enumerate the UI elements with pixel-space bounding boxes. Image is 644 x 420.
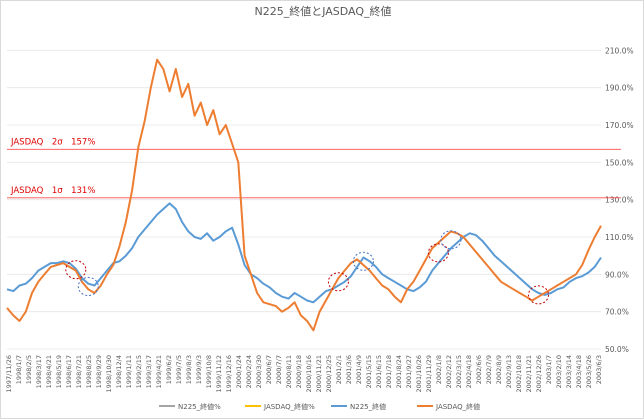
x-tick-label: 2003/5/26 — [585, 355, 593, 388]
x-tick-label: 1998/5/19 — [55, 355, 63, 388]
x-tick-label: 2002/10/18 — [515, 355, 523, 392]
x-tick-label: 2001/5/15 — [365, 355, 373, 388]
highlight-circle — [352, 251, 374, 271]
y-axis: 50.0% 70.0% 90.0% 110.0% 130.0% 150.0% 170.0% 1… — [605, 46, 634, 354]
x-axis: 1997/11/26 1998/1/7 1998/2/5 1998/3/17 1998/… — [5, 355, 603, 392]
x-tick-label: 2002/8/9 — [495, 355, 503, 384]
x-tick-label: 2001/4/9 — [355, 355, 363, 384]
x-tick-label: 2001/7/18 — [385, 355, 393, 388]
x-tick-label: 2001/11/29 — [425, 355, 433, 392]
x-tick-label: 2001/9/27 — [405, 355, 413, 388]
x-tick-label: 1999/9/3 — [195, 355, 203, 384]
x-tick-label: 1998/4/21 — [45, 355, 53, 388]
highlight-circle — [65, 260, 87, 280]
highlight-circle — [427, 243, 449, 263]
x-tick-label: 2002/7/9 — [485, 355, 493, 384]
x-tick-label: 2000/10/16 — [305, 355, 313, 392]
x-tick-label: 1999/7/5 — [175, 355, 183, 384]
x-tick-label: 1999/2/15 — [135, 355, 143, 388]
x-tick-label: 1998/3/17 — [35, 355, 43, 388]
x-tick-label: 2001/8/24 — [395, 355, 403, 388]
x-tick-label: 2002/1/8 — [435, 355, 443, 384]
y-tick-label: 70.0% — [605, 308, 629, 317]
x-tick-label: 2000/12/25 — [325, 355, 333, 392]
series-n225-line — [6, 202, 602, 304]
x-tick-label: 1999/8/3 — [185, 355, 193, 384]
series-jasdaq-line — [6, 58, 602, 332]
x-tick-label: 1997/11/26 — [5, 355, 13, 392]
x-tick-label: 2000/6/7 — [265, 355, 273, 384]
x-tick-label: 1998/1/7 — [15, 355, 23, 384]
x-tick-label: 2002/2/12 — [445, 355, 453, 388]
grid-lines — [7, 49, 601, 350]
x-tick-label: 2000/3/30 — [255, 355, 263, 388]
x-tick-label: 2002/3/15 — [455, 355, 463, 388]
x-tick-label: 1998/6/17 — [65, 355, 73, 388]
x-tick-label: 2000/11/21 — [315, 355, 323, 392]
x-tick-label: 1998/2/5 — [25, 355, 33, 384]
highlight-circle — [77, 277, 99, 296]
reference-label: JASDAQ 1σ 131% — [10, 186, 95, 196]
x-tick-label: 1998/9/29 — [95, 355, 103, 388]
x-tick-label: 2003/2/10 — [555, 355, 563, 388]
legend-label: JASDAQ_終値 — [435, 402, 480, 411]
legend: N225_終値% JASDAQ_終値% N225_終値 JASDAQ_終値 — [159, 402, 480, 411]
x-tick-label: 2002/4/18 — [465, 355, 473, 388]
x-tick-label: 2002/6/6 — [475, 355, 483, 384]
x-tick-label: 2000/9/18 — [295, 355, 303, 388]
y-tick-label: 110.0% — [605, 233, 634, 242]
highlight-circle — [528, 285, 549, 305]
legend-label: N225_終値 — [350, 402, 386, 411]
x-tick-label: 1999/1/11 — [125, 355, 133, 388]
x-tick-label: 2000/2/24 — [245, 355, 253, 388]
x-tick-label: 2002/12/26 — [535, 355, 543, 392]
x-tick-label: 1998/12/4 — [115, 355, 123, 388]
chart-title: N225_終値とJASDAQ_終値 — [254, 4, 391, 18]
y-tick-label: 150.0% — [605, 158, 634, 167]
x-tick-label: 2001/6/15 — [375, 355, 383, 388]
x-tick-label: 2002/9/13 — [505, 355, 513, 388]
x-tick-label: 1999/3/17 — [145, 355, 153, 388]
x-tick-label: 1999/10/8 — [205, 355, 213, 388]
highlight-circle — [327, 272, 349, 292]
x-tick-label: 2001/10/26 — [415, 355, 423, 392]
x-tick-label: 2003/1/7 — [545, 355, 553, 384]
y-tick-label: 130.0% — [605, 196, 634, 205]
y-tick-label: 170.0% — [605, 121, 634, 130]
y-tick-label: 210.0% — [605, 46, 634, 55]
y-tick-label: 50.0% — [605, 345, 629, 354]
reference-lines: JASDAQ 2σ 157% JASDAQ 1σ 131% — [7, 137, 621, 199]
x-tick-label: 2000/8/11 — [285, 355, 293, 388]
x-tick-label: 1998/10/30 — [105, 355, 113, 392]
x-tick-label: 1999/6/2 — [165, 355, 173, 384]
x-tick-label: 2000/7/7 — [275, 355, 283, 384]
x-tick-label: 2002/11/21 — [525, 355, 533, 392]
x-tick-label: 1999/12/16 — [225, 355, 233, 392]
x-tick-label: 1998/8/25 — [85, 355, 93, 388]
x-tick-label: 1999/4/21 — [155, 355, 163, 388]
x-tick-label: 1998/7/21 — [75, 355, 83, 388]
x-tick-label: 2003/3/14 — [565, 355, 573, 388]
highlight-circle — [440, 230, 462, 250]
x-tick-label: 2000/1/24 — [235, 355, 243, 388]
y-tick-label: 90.0% — [605, 270, 629, 279]
series-lines — [6, 58, 602, 332]
x-tick-label: 2003/4/18 — [575, 355, 583, 388]
x-tick-label: 2003/6/3 — [595, 355, 603, 384]
legend-label: N225_終値% — [178, 402, 221, 411]
x-tick-label: 2001/3/6 — [345, 355, 353, 384]
highlight-circles — [65, 230, 549, 305]
x-tick-label: 1999/11/12 — [215, 355, 223, 392]
x-tick-label: 2001/2/1 — [335, 355, 343, 384]
y-tick-label: 190.0% — [605, 84, 634, 93]
legend-label: JASDAQ_終値% — [263, 402, 315, 411]
reference-label: JASDAQ 2σ 157% — [10, 137, 95, 147]
